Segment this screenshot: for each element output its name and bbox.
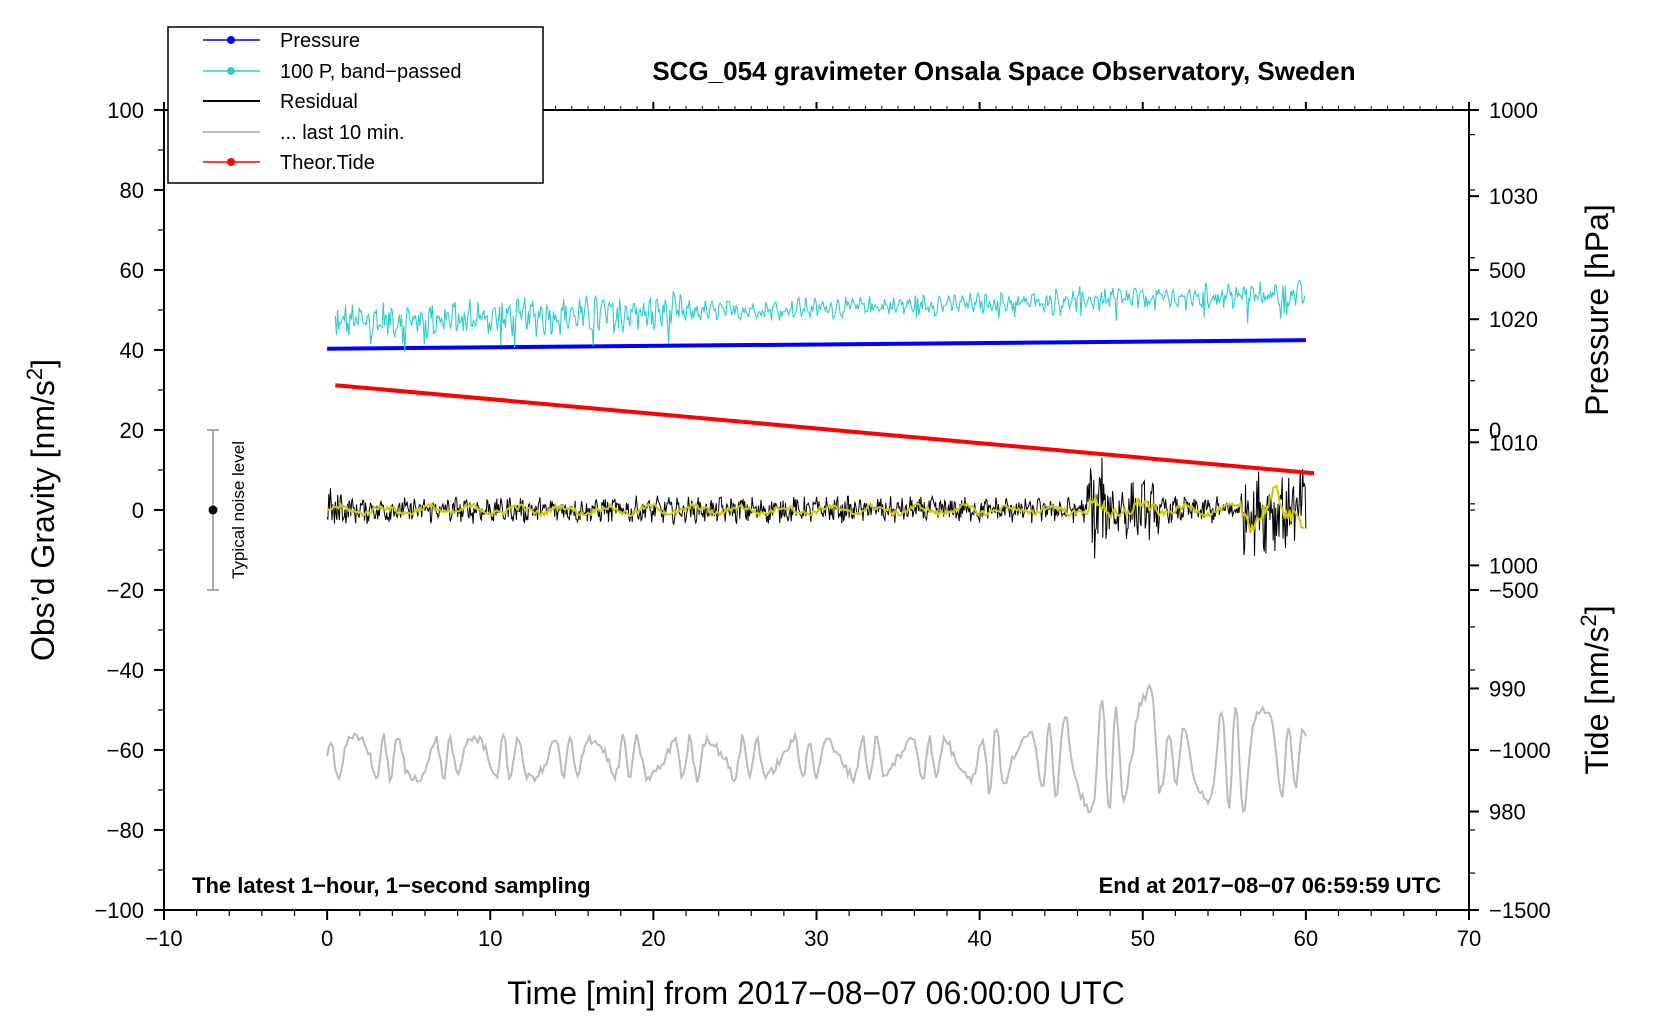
- tick-labels-layer: −10 0 10 20 30 40 50 60 70−100−80−60−40−20020406…: [94, 98, 1550, 951]
- tide-tick-label--1000: −1000: [1489, 738, 1551, 763]
- note-end-time: End at 2017−08−07 06:59:59 UTC: [1099, 873, 1442, 898]
- tide-tick-label-0: 0: [1489, 418, 1501, 443]
- tide-tick-label-500: 500: [1489, 258, 1526, 283]
- legend-marker-band-passed: [227, 67, 235, 75]
- y-tick-label-20: 20: [120, 418, 144, 443]
- series-residual: [326, 457, 1307, 559]
- noise-level-label: Typical noise level: [229, 441, 248, 579]
- y-tick-label--40: −40: [107, 658, 144, 683]
- legend-label-band-passed: 100 P, band−passed: [280, 61, 461, 83]
- legend-entry-band-passed: 100 P, band−passed: [203, 61, 461, 83]
- x-tick-label--10: −10: [145, 926, 182, 951]
- legend: Pressure 100 P, band−passed Residual ...…: [167, 26, 544, 184]
- legend-entry-pressure: Pressure: [203, 30, 360, 52]
- legend-label-last-10-min: ... last 10 min.: [280, 122, 405, 144]
- legend-entry-theor-tide: Theor.Tide: [203, 152, 375, 174]
- tide-tick-label--500: −500: [1489, 578, 1539, 603]
- x-tick-label-20: 20: [641, 926, 665, 951]
- pressure-tick-label-980: 980: [1489, 800, 1526, 825]
- tide-tick-label--1500: −1500: [1489, 898, 1551, 923]
- series-residual-smoothed: [326, 484, 1305, 534]
- y-tick-label-0: 0: [132, 498, 144, 523]
- note-sampling: The latest 1−hour, 1−second sampling: [192, 873, 591, 898]
- y-tick-label--60: −60: [107, 738, 144, 763]
- pressure-tick-label-1020: 1020: [1489, 307, 1538, 332]
- legend-marker-theor-tide: [227, 158, 235, 166]
- pressure-tick-label-990: 990: [1489, 676, 1526, 701]
- y-tick-label--80: −80: [107, 818, 144, 843]
- pressure-tick-label-1030: 1030: [1489, 184, 1538, 209]
- x-tick-label-10: 10: [478, 926, 502, 951]
- x-tick-label-60: 60: [1294, 926, 1318, 951]
- x-tick-label-50: 50: [1131, 926, 1155, 951]
- legend-box: [167, 26, 544, 184]
- y-tick-label--100: −100: [94, 898, 144, 923]
- noise-bar-center-dot: [208, 505, 218, 515]
- legend-label-residual: Residual: [280, 91, 358, 113]
- y-axis-label-left: Obs’d Gravity [nm/s2]: [22, 359, 61, 661]
- series-pressure: [327, 338, 1306, 351]
- legend-label-pressure: Pressure: [280, 30, 360, 52]
- series-band-passed: [334, 279, 1306, 352]
- series-last-10-min: [326, 683, 1307, 815]
- x-tick-label-0: 0: [321, 926, 333, 951]
- noise-level-indicator: Typical noise level: [207, 429, 248, 591]
- legend-entry-residual: Residual: [203, 91, 358, 113]
- y-tick-label--20: −20: [107, 578, 144, 603]
- legend-label-theor-tide: Theor.Tide: [280, 152, 375, 174]
- x-tick-label-30: 30: [804, 926, 828, 951]
- series-theor-tide: [335, 383, 1315, 476]
- y-tick-label-80: 80: [120, 178, 144, 203]
- chart-title: SCG_054 gravimeter Onsala Space Observat…: [652, 56, 1355, 86]
- y-axis-label-tide: Tide [nm/s2]: [1576, 605, 1615, 774]
- legend-entry-last-10-min: ... last 10 min.: [203, 122, 405, 144]
- legend-marker-pressure: [227, 36, 235, 44]
- y-tick-label-100: 100: [107, 98, 144, 123]
- x-tick-label-70: 70: [1457, 926, 1481, 951]
- pressure-tick-label-1010: 1010: [1489, 430, 1538, 455]
- y-tick-label-40: 40: [120, 338, 144, 363]
- series-layer: [326, 279, 1315, 815]
- x-axis-label: Time [min] from 2017−08−07 06:00:00 UTC: [507, 975, 1125, 1011]
- y-axis-label-pressure: Pressure [hPa]: [1579, 204, 1615, 416]
- y-tick-label-60: 60: [120, 258, 144, 283]
- tide-tick-label-1000: 1000: [1489, 98, 1538, 123]
- x-tick-label-40: 40: [967, 926, 991, 951]
- pressure-tick-label-1000: 1000: [1489, 553, 1538, 578]
